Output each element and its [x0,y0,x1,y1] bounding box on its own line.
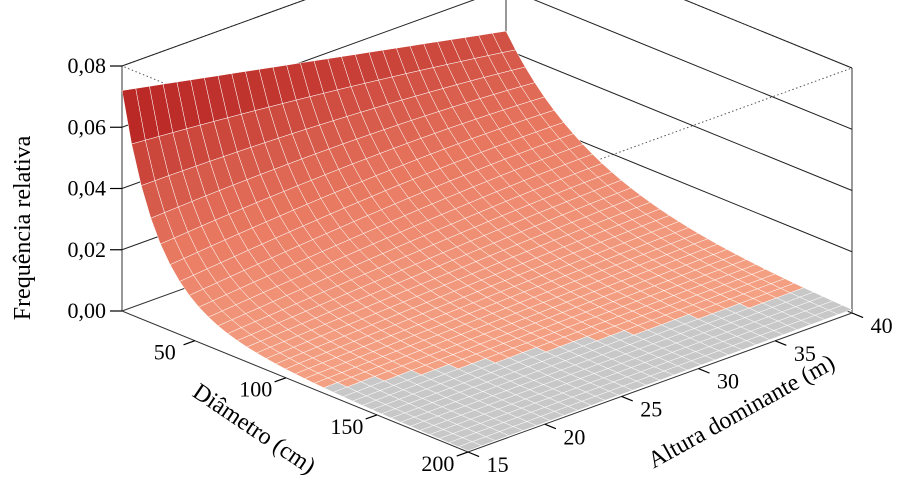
z-tick-label: 0,02 [68,237,107,262]
z-gridline [121,0,853,69]
y-tick-mark [851,312,864,319]
box-edge-base-front-left [121,310,469,453]
y-tick-mark [544,423,557,430]
z-axis-label: Frequência relativa [10,135,36,320]
z-tick-label: 0,08 [68,53,107,78]
surface-mesh [121,30,853,452]
y-tick-label: 25 [640,396,662,421]
chart-box-front [121,310,853,453]
y-tick-label: 20 [563,424,585,449]
x-tick-mark [365,414,378,420]
z-tick-label: 0,00 [68,298,107,323]
z-tick-label: 0,06 [68,114,107,139]
box-edge-base-front-right [467,312,853,453]
x-tick-label: 150 [330,414,363,439]
axis-ticks: 0,00 0,02 0,04 0,06 0,08 50 100 150 200 15 20 25 30 3… [68,53,893,477]
x-tick-label: 100 [239,377,272,402]
y-tick-mark [467,451,480,458]
x-tick-mark [183,340,196,346]
surface-cell [457,441,483,452]
y-tick-label: 15 [487,452,509,477]
y-tick-label: 35 [794,341,816,366]
x-tick-mark [274,377,287,383]
x-tick-label: 200 [421,451,454,476]
y-tick-label: 40 [871,313,893,338]
x-tick-mark [456,451,469,457]
x-tick-label: 50 [154,340,176,365]
y-tick-mark [698,368,710,374]
y-tick-mark [774,340,787,346]
y-tick-mark [621,395,633,402]
y-tick-label: 30 [717,369,739,394]
z-tick-label: 0,04 [68,176,107,201]
